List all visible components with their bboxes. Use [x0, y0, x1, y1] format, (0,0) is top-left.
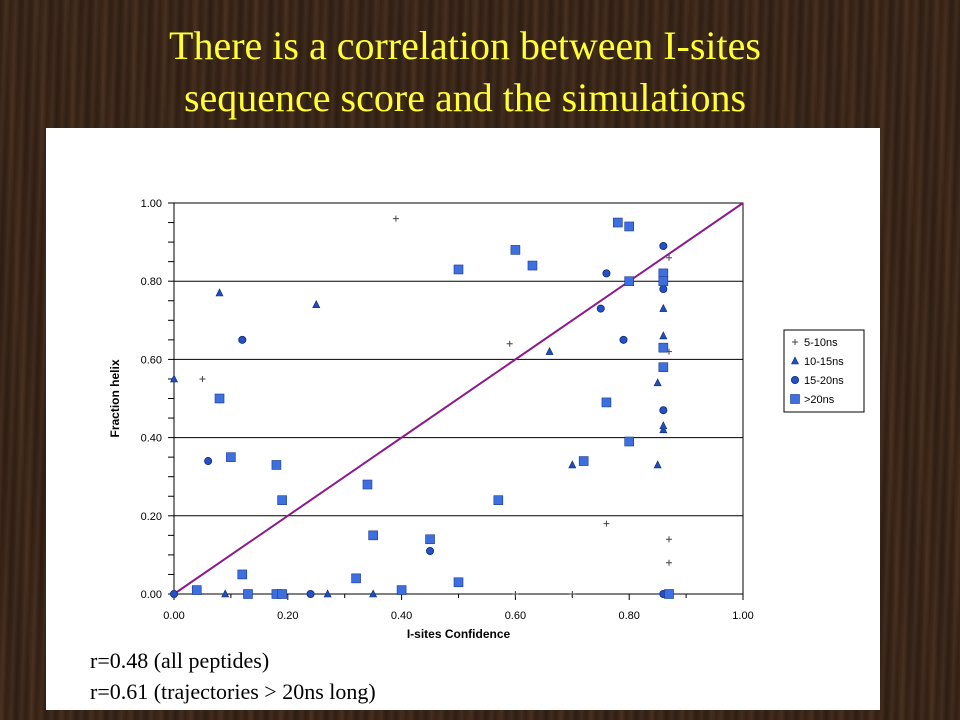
data-point-20ns: [658, 362, 669, 373]
data-point-20ns: [453, 577, 464, 588]
data-point-15-20ns: [238, 335, 247, 344]
data-point-5-10ns: [666, 254, 673, 261]
data-point-20ns: [658, 342, 669, 353]
data-point-5-10ns: [199, 375, 206, 382]
data-point-5-10ns: [666, 559, 673, 566]
x-tick-label: 0.00: [163, 610, 184, 622]
x-tick-label: 0.40: [391, 610, 412, 622]
diagonal-line: [173, 202, 744, 595]
data-point-20ns: [396, 585, 407, 595]
caption-line-1: r=0.48 (all peptides): [90, 648, 270, 673]
data-point-20ns: [664, 589, 674, 599]
data-point-20ns: [243, 589, 253, 599]
y-tick-label: 0.00: [141, 589, 162, 601]
data-point-20ns: [191, 585, 202, 595]
data-point-15-20ns: [659, 242, 668, 251]
correlation-caption: r=0.48 (all peptides) r=0.61 (trajectori…: [90, 645, 376, 707]
legend-marker: [792, 339, 798, 345]
data-point-20ns: [601, 397, 612, 408]
data-point-20ns: [277, 589, 287, 599]
data-point-20ns: [624, 221, 635, 232]
data-point-20ns: [214, 393, 225, 404]
data-point-15-20ns: [659, 285, 668, 294]
data-point-15-20ns: [659, 406, 668, 415]
data-point-15-20ns: [170, 589, 179, 598]
legend-label: 15-20ns: [804, 375, 844, 387]
title-line-1: There is a correlation between I-sites: [169, 23, 761, 68]
data-point-15-20ns: [306, 589, 315, 598]
data-point-5-10ns: [603, 520, 610, 527]
legend-label: >20ns: [804, 394, 835, 406]
data-point-20ns: [351, 573, 361, 584]
data-point-15-20ns: [426, 546, 435, 555]
x-tick-label: 1.00: [732, 610, 753, 622]
y-tick-label: 0.20: [141, 511, 162, 523]
data-point-20ns: [271, 460, 282, 470]
data-point-10-15ns: [659, 303, 668, 312]
scatter-chart: 0.00 0.20 0.40 0.60 0.80 1.00 0.00 0.20 0.40 0.60…: [108, 198, 865, 641]
data-point-5-10ns: [512, 591, 519, 597]
caption-line-2: r=0.61 (trajectories > 20ns long): [90, 679, 376, 704]
x-axis-label: I-sites Confidence: [407, 627, 511, 641]
y-tick-label: 0.60: [141, 354, 162, 366]
data-point-20ns: [453, 264, 464, 275]
y-tick-label: 1.00: [141, 198, 162, 210]
legend-label: 5-10ns: [804, 337, 838, 349]
data-point-20ns: [362, 479, 373, 490]
data-point-20ns: [613, 217, 623, 228]
legend-label: 10-15ns: [804, 356, 844, 368]
data-point-20ns: [277, 495, 287, 505]
data-point-5-10ns: [506, 340, 513, 347]
data-point-20ns: [624, 436, 635, 447]
chart-panel: 0.00 0.20 0.40 0.60 0.80 1.00 0.00 0.20 0.40 0.60…: [46, 128, 880, 710]
data-point-10-15ns: [312, 299, 321, 308]
data-point-5-10ns: [569, 591, 576, 597]
data-point-20ns: [527, 260, 538, 271]
data-point-10-15ns: [659, 331, 668, 340]
data-point-10-15ns: [215, 288, 224, 297]
data-point-20ns: [624, 276, 635, 286]
legend-marker: [791, 375, 800, 384]
data-point-15-20ns: [619, 335, 628, 344]
title-line-2: sequence score and the simulations: [183, 75, 747, 120]
data-point-20ns: [226, 452, 236, 462]
data-point-20ns: [237, 569, 248, 580]
data-point-20ns: [368, 530, 378, 541]
y-axis-label: Fraction helix: [108, 359, 122, 437]
data-point-20ns: [658, 276, 669, 286]
slide-title: There is a correlation between I-sites s…: [0, 20, 930, 124]
data-point-10-15ns: [369, 589, 378, 598]
data-point-15-20ns: [204, 457, 213, 466]
data-point-5-10ns: [392, 215, 399, 222]
data-point-10-15ns: [568, 460, 577, 469]
data-point-10-15ns: [653, 460, 662, 469]
y-tick-label: 0.40: [141, 433, 162, 445]
data-point-10-15ns: [323, 589, 332, 598]
data-point-20ns: [510, 245, 521, 255]
x-tick-label: 0.80: [618, 610, 639, 622]
legend-marker: [791, 356, 799, 365]
data-point-20ns: [578, 456, 589, 466]
data-point-20ns: [493, 495, 504, 505]
data-point-10-15ns: [659, 425, 668, 434]
data-point-10-15ns: [170, 374, 178, 383]
data-point-15-20ns: [596, 304, 605, 313]
data-point-10-15ns: [659, 421, 668, 430]
x-tick-label: 0.20: [277, 610, 298, 622]
x-tick-label: 0.60: [505, 610, 526, 622]
legend-marker: [790, 394, 800, 404]
data-point-10-15ns: [545, 346, 554, 355]
data-point-20ns: [425, 534, 435, 545]
y-tick-label: 0.80: [141, 276, 162, 288]
data-point-15-20ns: [602, 269, 611, 278]
data-point-10-15ns: [221, 589, 230, 598]
data-point-10-15ns: [653, 378, 662, 387]
data-point-5-10ns: [666, 536, 673, 543]
